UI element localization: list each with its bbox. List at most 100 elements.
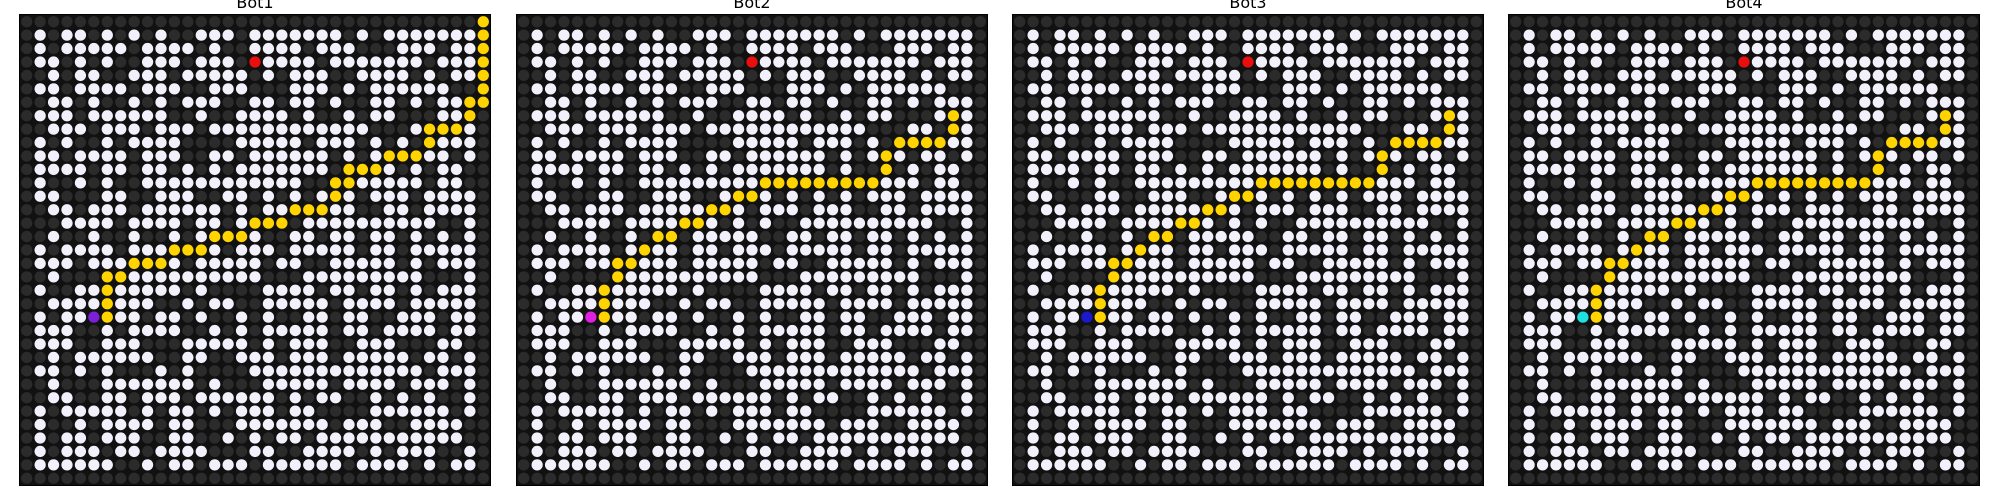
open-cell bbox=[800, 244, 812, 256]
open-cell bbox=[1617, 338, 1629, 350]
blocked-cell bbox=[1671, 244, 1683, 256]
open-cell bbox=[209, 244, 221, 256]
blocked-cell bbox=[1215, 16, 1227, 28]
blocked-cell bbox=[1027, 123, 1039, 135]
blocked-cell bbox=[477, 378, 489, 390]
blocked-cell bbox=[1014, 136, 1026, 149]
blocked-cell bbox=[61, 472, 73, 484]
blocked-cell bbox=[155, 298, 167, 310]
blocked-cell bbox=[1188, 472, 1200, 484]
open-cell bbox=[235, 190, 248, 202]
open-cell bbox=[1094, 110, 1106, 122]
open-cell bbox=[800, 271, 812, 283]
open-cell bbox=[1269, 163, 1281, 176]
open-cell bbox=[423, 150, 436, 162]
open-cell bbox=[1751, 418, 1764, 431]
blocked-cell bbox=[518, 56, 530, 68]
open-cell bbox=[732, 311, 745, 323]
open-cell bbox=[544, 69, 557, 82]
open-cell bbox=[907, 284, 919, 296]
open-cell bbox=[1563, 123, 1576, 135]
open-cell bbox=[1269, 284, 1281, 296]
blocked-cell bbox=[1054, 16, 1066, 28]
open-cell bbox=[1953, 445, 1965, 458]
blocked-cell bbox=[168, 365, 181, 377]
open-cell bbox=[1818, 445, 1831, 458]
open-cell bbox=[585, 217, 597, 229]
blocked-cell bbox=[786, 445, 798, 458]
path-cell bbox=[141, 257, 154, 270]
path-cell bbox=[826, 177, 839, 189]
open-cell bbox=[276, 378, 288, 390]
blocked-cell bbox=[1953, 83, 1965, 95]
blocked-cell bbox=[477, 150, 489, 162]
blocked-cell bbox=[1081, 472, 1093, 484]
blocked-cell bbox=[1470, 351, 1482, 364]
open-cell bbox=[209, 298, 221, 310]
open-cell bbox=[397, 392, 409, 404]
open-cell bbox=[356, 418, 369, 431]
blocked-cell bbox=[813, 472, 825, 484]
open-cell bbox=[1550, 392, 1562, 404]
blocked-cell bbox=[343, 392, 355, 404]
open-cell bbox=[289, 230, 301, 243]
blocked-cell bbox=[249, 472, 261, 484]
open-cell bbox=[1684, 177, 1696, 189]
open-cell bbox=[1684, 311, 1696, 323]
open-cell bbox=[1805, 338, 1817, 350]
blocked-cell bbox=[1966, 445, 1978, 458]
blocked-cell bbox=[732, 298, 745, 310]
blocked-cell bbox=[1416, 96, 1429, 108]
open-cell bbox=[1121, 123, 1133, 135]
blocked-cell bbox=[1671, 56, 1683, 68]
open-cell bbox=[437, 405, 449, 417]
blocked-cell bbox=[1081, 190, 1093, 202]
blocked-cell bbox=[1121, 472, 1133, 484]
open-cell bbox=[544, 351, 557, 364]
open-cell bbox=[1630, 298, 1643, 310]
open-cell bbox=[1738, 150, 1750, 162]
open-cell bbox=[759, 365, 772, 377]
open-cell bbox=[1671, 418, 1683, 431]
open-cell bbox=[1912, 150, 1925, 162]
open-cell bbox=[612, 405, 624, 417]
blocked-cell bbox=[128, 365, 140, 377]
open-cell bbox=[1390, 392, 1402, 404]
open-cell bbox=[1926, 177, 1938, 189]
open-cell bbox=[1912, 217, 1925, 229]
open-cell bbox=[652, 69, 664, 82]
open-cell bbox=[813, 123, 825, 135]
blocked-cell bbox=[826, 311, 839, 323]
open-cell bbox=[1094, 432, 1106, 444]
open-cell bbox=[840, 445, 852, 458]
open-cell bbox=[1738, 271, 1750, 283]
open-cell bbox=[1751, 459, 1764, 471]
path-cell bbox=[1738, 190, 1750, 202]
blocked-cell bbox=[920, 271, 933, 283]
blocked-cell bbox=[1416, 16, 1429, 28]
open-cell bbox=[383, 96, 395, 108]
open-cell bbox=[1161, 284, 1174, 296]
open-cell bbox=[88, 298, 100, 310]
blocked-cell bbox=[719, 96, 731, 108]
open-cell bbox=[222, 29, 234, 41]
bot2-grid bbox=[516, 14, 988, 486]
open-cell bbox=[800, 298, 812, 310]
open-cell bbox=[1939, 69, 1952, 82]
blocked-cell bbox=[1376, 311, 1388, 323]
blocked-cell bbox=[1416, 257, 1429, 270]
blocked-cell bbox=[1577, 418, 1589, 431]
blocked-cell bbox=[1845, 110, 1858, 122]
open-cell bbox=[1081, 445, 1093, 458]
open-cell bbox=[1671, 405, 1683, 417]
blocked-cell bbox=[34, 217, 46, 229]
open-cell bbox=[1188, 271, 1200, 283]
open-cell bbox=[840, 136, 852, 149]
open-cell bbox=[880, 378, 892, 390]
blocked-cell bbox=[732, 378, 745, 390]
blocked-cell bbox=[1926, 123, 1938, 135]
blocked-cell bbox=[1886, 244, 1898, 256]
blocked-cell bbox=[907, 16, 919, 28]
blocked-cell bbox=[1590, 271, 1602, 283]
blocked-cell bbox=[934, 445, 946, 458]
